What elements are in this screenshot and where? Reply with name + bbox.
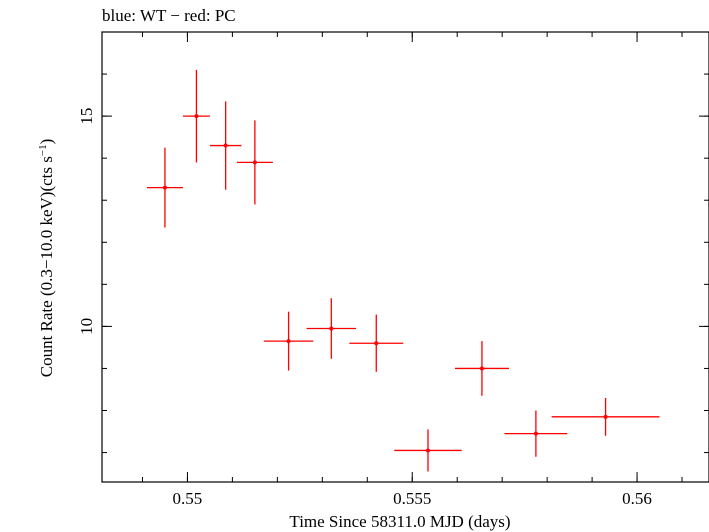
- data-point: [329, 326, 334, 331]
- y-axis-label-superscript: −1: [37, 144, 49, 156]
- y-axis-label: Count Rate (0.3−10.0 keV)(cts s−1): [37, 139, 56, 378]
- y-tick-label: 15: [77, 108, 96, 125]
- data-point: [603, 414, 608, 419]
- x-tick-label: 0.56: [622, 489, 652, 508]
- y-axis-label-prefix: Count Rate (0.3−10.0 keV)(cts s: [37, 156, 56, 377]
- plot-area: 0.55 0.555 0.56 10 15: [77, 31, 709, 508]
- data-point: [252, 160, 257, 165]
- data-point: [194, 114, 199, 119]
- y-axis-label-suffix: ): [37, 139, 56, 145]
- x-axis-label: Time Since 58311.0 MJD (days): [289, 512, 510, 531]
- chart-title: blue: WT − red: PC: [102, 6, 236, 25]
- data-point: [223, 143, 228, 148]
- data-point: [533, 431, 538, 436]
- plot-frame: [101, 31, 709, 483]
- x-tick-label: 0.555: [393, 489, 431, 508]
- data-point: [479, 366, 484, 371]
- data-point: [425, 448, 430, 453]
- data-point: [162, 185, 167, 190]
- y-tick-label: 10: [77, 318, 96, 335]
- x-tick-label: 0.55: [173, 489, 203, 508]
- data-point: [374, 341, 379, 346]
- data-point: [286, 339, 291, 344]
